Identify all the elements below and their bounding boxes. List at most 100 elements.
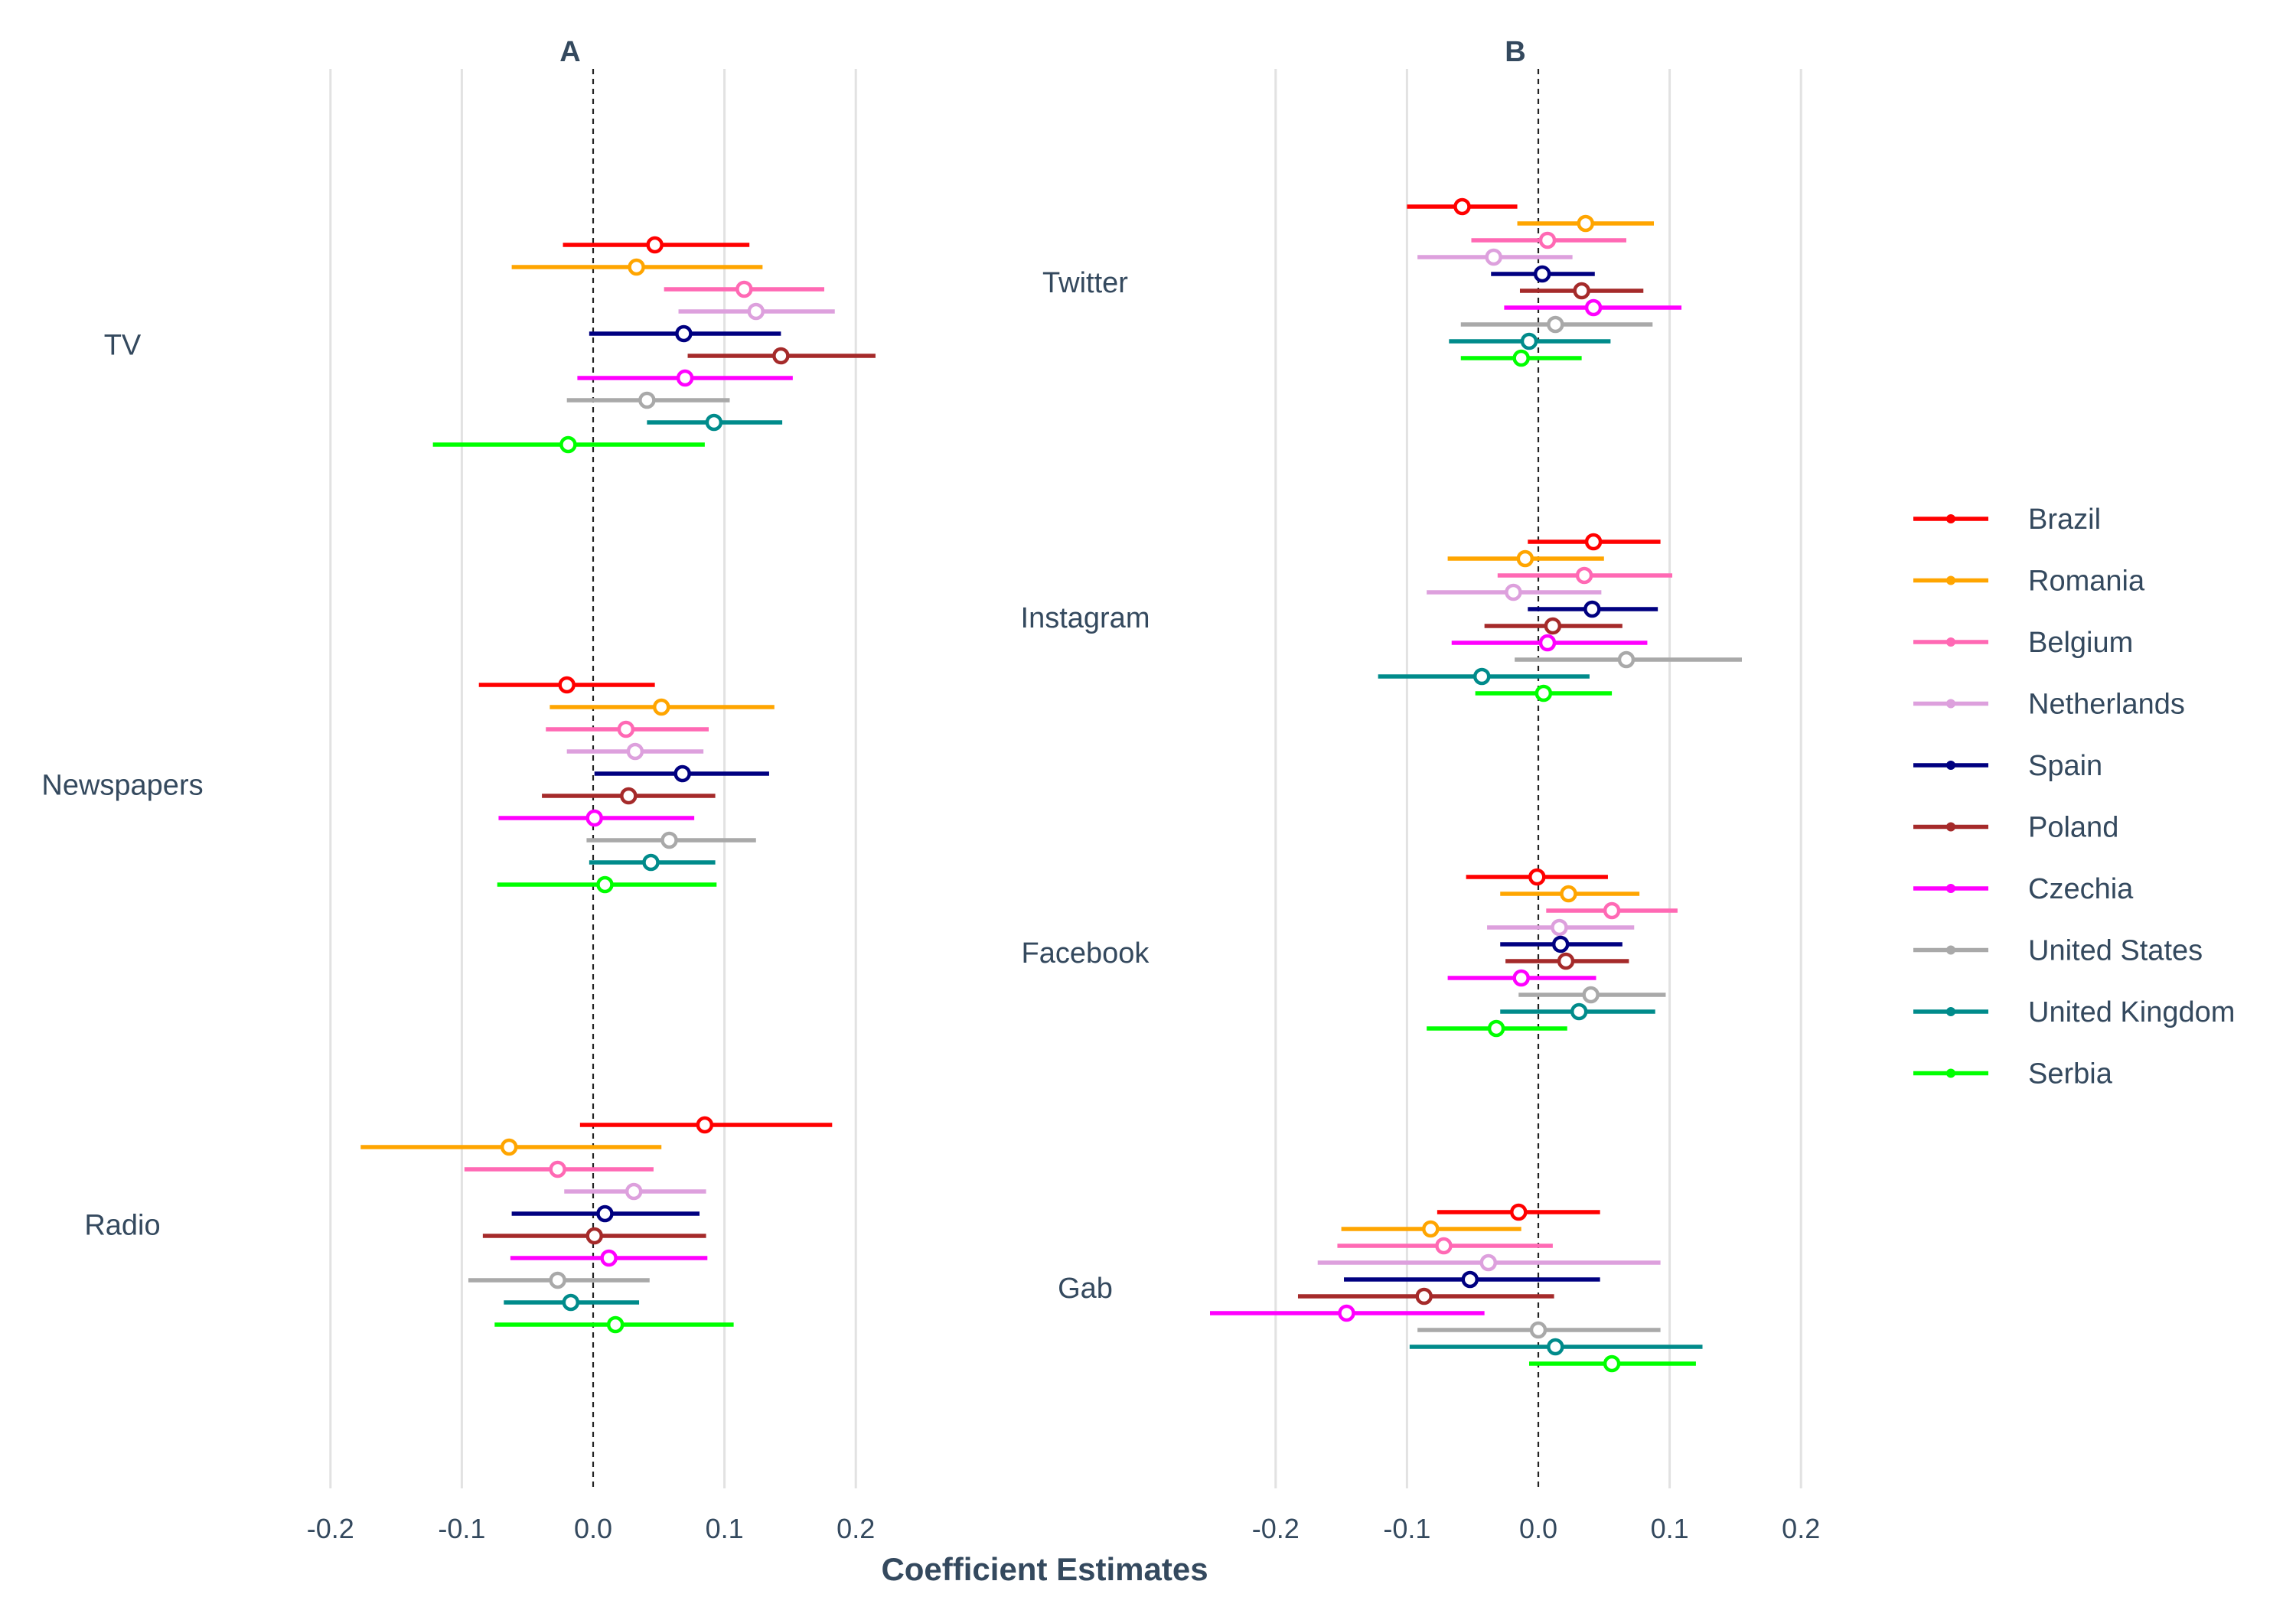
panel-title: B xyxy=(1505,36,1525,68)
point-tv-brazil xyxy=(646,236,664,254)
point-tv-czechia xyxy=(676,369,694,387)
point-gab-belgium xyxy=(1435,1237,1453,1255)
point-instagram-romania xyxy=(1516,549,1534,568)
point-tv-poland xyxy=(772,347,790,365)
point-gab-czechia xyxy=(1338,1304,1355,1322)
category-label-newspapers: Newspapers xyxy=(41,770,203,802)
point-tv-romania xyxy=(628,258,645,276)
point-tv-belgium xyxy=(735,280,753,298)
panel-title: A xyxy=(559,36,580,68)
legend-label-romania: Romania xyxy=(2028,566,2145,598)
point-facebook-spain xyxy=(1551,935,1570,953)
point-radio-romania xyxy=(500,1138,518,1156)
legend-label-united-states: United States xyxy=(2028,935,2203,967)
point-tv-serbia xyxy=(559,435,577,454)
point-newspapers-czechia xyxy=(585,809,603,827)
x-tick-label: -0.2 xyxy=(307,1513,354,1544)
category-label-radio: Radio xyxy=(84,1210,160,1242)
point-twitter-romania xyxy=(1577,214,1595,233)
point-instagram-spain xyxy=(1583,600,1601,618)
point-radio-serbia xyxy=(606,1315,625,1334)
point-radio-netherlands xyxy=(625,1182,643,1201)
point-facebook-belgium xyxy=(1603,901,1621,920)
point-tv-netherlands xyxy=(747,302,765,321)
point-radio-united-states xyxy=(549,1271,566,1289)
point-gab-united-kingdom xyxy=(1547,1338,1564,1356)
point-facebook-brazil xyxy=(1528,868,1546,886)
point-newspapers-brazil xyxy=(558,676,576,694)
x-tick-label: -0.2 xyxy=(1252,1513,1300,1544)
point-radio-united-kingdom xyxy=(562,1293,580,1312)
point-twitter-netherlands xyxy=(1485,248,1502,266)
legend-marker-poland xyxy=(1946,822,1955,832)
point-newspapers-united-kingdom xyxy=(642,853,660,872)
point-tv-united-kingdom xyxy=(705,413,723,432)
category-label-instagram: Instagram xyxy=(1021,602,1150,634)
point-gab-serbia xyxy=(1603,1354,1621,1373)
x-tick-label: 0.1 xyxy=(706,1513,744,1544)
point-gab-netherlands xyxy=(1479,1253,1498,1272)
x-tick-label: 0.0 xyxy=(1519,1513,1557,1544)
point-twitter-belgium xyxy=(1538,231,1557,249)
point-newspapers-belgium xyxy=(617,720,635,738)
point-radio-brazil xyxy=(696,1116,714,1134)
x-tick-label: 0.1 xyxy=(1651,1513,1689,1544)
point-instagram-brazil xyxy=(1584,533,1603,551)
legend-label-netherlands: Netherlands xyxy=(2028,689,2185,721)
legend-marker-united-kingdom xyxy=(1946,1007,1955,1016)
point-radio-poland xyxy=(585,1227,603,1245)
point-facebook-united-states xyxy=(1582,986,1600,1004)
point-facebook-czechia xyxy=(1512,969,1530,987)
point-radio-spain xyxy=(596,1204,614,1223)
point-twitter-serbia xyxy=(1512,349,1530,367)
legend-marker-belgium xyxy=(1946,637,1955,647)
legend-label-poland: Poland xyxy=(2028,812,2118,844)
point-radio-czechia xyxy=(600,1249,618,1267)
point-twitter-poland xyxy=(1573,282,1590,300)
panel-a: A -0.2 -0.1 0.0 0.1 0.2 TV Newspapers Radio xyxy=(41,36,876,1544)
point-twitter-united-kingdom xyxy=(1520,332,1538,350)
point-facebook-netherlands xyxy=(1551,918,1568,937)
x-tick-label: -0.1 xyxy=(1383,1513,1430,1544)
point-instagram-netherlands xyxy=(1505,583,1522,601)
x-tick-label: 0.2 xyxy=(1782,1513,1820,1544)
point-facebook-serbia xyxy=(1487,1019,1505,1038)
legend-label-belgium: Belgium xyxy=(2028,627,2133,659)
x-axis-title: Coefficient Estimates xyxy=(881,1551,1208,1587)
point-twitter-czechia xyxy=(1584,298,1603,317)
legend-label-spain: Spain xyxy=(2028,750,2102,782)
point-newspapers-romania xyxy=(652,698,670,716)
point-twitter-spain xyxy=(1533,265,1551,283)
point-instagram-poland xyxy=(1544,617,1562,635)
category-label-gab: Gab xyxy=(1058,1273,1113,1305)
point-twitter-united-states xyxy=(1547,315,1564,334)
panel-b: B -0.2 -0.1 0.0 0.1 0.2 Twitter Instagram Facebo… xyxy=(1021,36,1821,1544)
point-radio-belgium xyxy=(549,1160,566,1178)
point-gab-spain xyxy=(1461,1270,1479,1289)
point-newspapers-serbia xyxy=(596,875,614,894)
point-tv-united-states xyxy=(638,391,656,409)
legend-marker-spain xyxy=(1946,761,1955,770)
point-gab-poland xyxy=(1415,1287,1433,1305)
legend-label-brazil: Brazil xyxy=(2028,504,2101,536)
point-facebook-united-kingdom xyxy=(1570,1002,1588,1021)
legend-label-united-kingdom: United Kingdom xyxy=(2028,996,2235,1028)
point-gab-brazil xyxy=(1510,1203,1528,1221)
category-label-twitter: Twitter xyxy=(1042,267,1128,299)
category-label-tv: TV xyxy=(104,330,142,362)
legend-marker-united-states xyxy=(1946,945,1955,955)
point-instagram-united-states xyxy=(1617,650,1636,669)
legend-marker-brazil xyxy=(1946,514,1955,523)
point-facebook-poland xyxy=(1557,952,1575,970)
point-newspapers-poland xyxy=(620,787,638,805)
point-facebook-romania xyxy=(1560,885,1577,903)
point-gab-united-states xyxy=(1529,1321,1548,1339)
point-newspapers-united-states xyxy=(660,831,678,849)
legend: Brazil Romania Belgium Netherlands Spain Pola… xyxy=(1913,504,2235,1090)
legend-marker-romania xyxy=(1946,575,1955,585)
point-gab-romania xyxy=(1422,1220,1440,1238)
point-twitter-brazil xyxy=(1453,197,1471,216)
point-instagram-united-kingdom xyxy=(1473,667,1491,686)
